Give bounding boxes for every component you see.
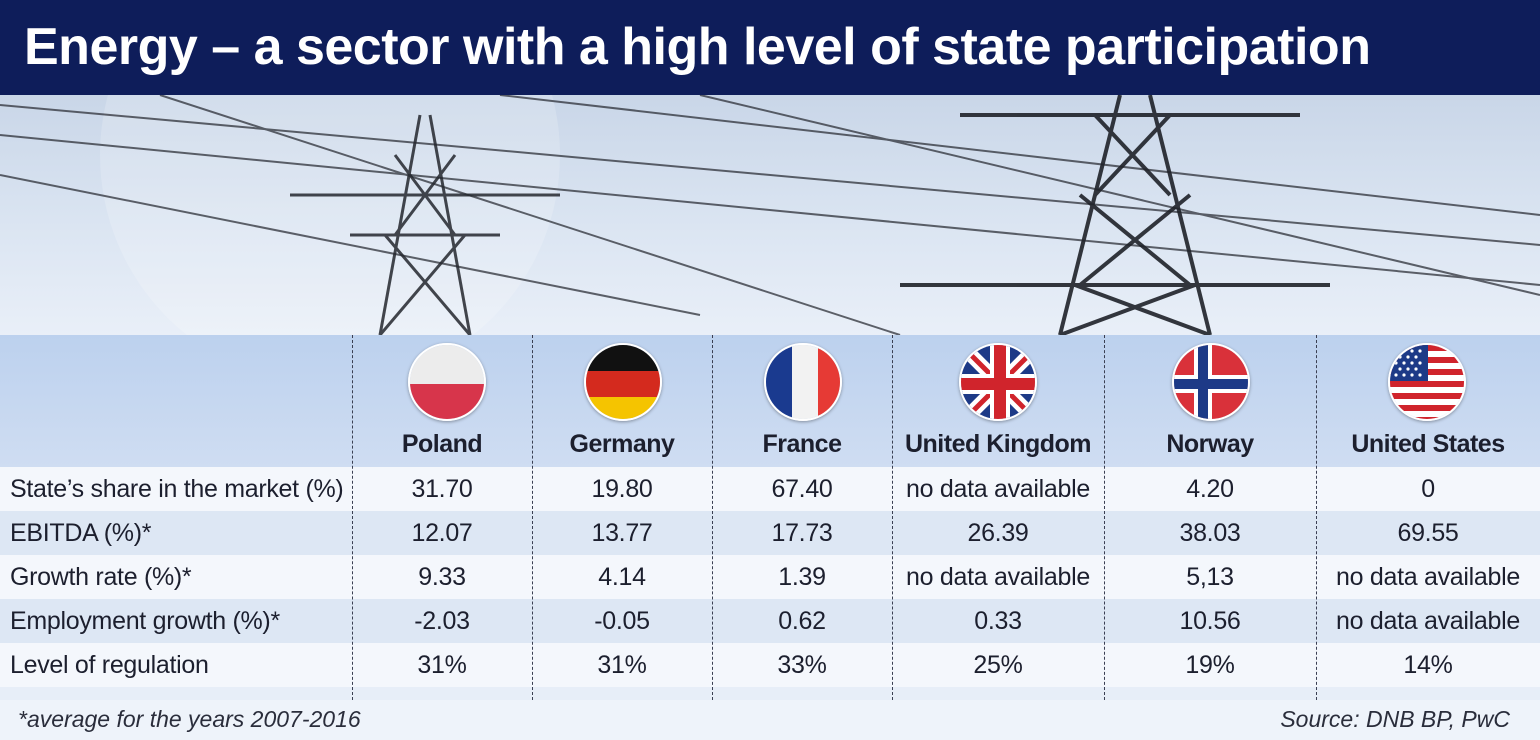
table-cell: 19.80 xyxy=(591,475,653,503)
column-divider xyxy=(532,335,533,700)
table-row: Level of regulation 31% 31% 33% 25% 19% … xyxy=(0,643,1540,687)
country-name-france: France xyxy=(762,430,842,458)
table-cell: 17.73 xyxy=(771,519,833,547)
table-row: State’s share in the market (%) 31.70 19… xyxy=(0,467,1540,511)
row-label: Employment growth (%)* xyxy=(10,607,280,635)
table-cell: -2.03 xyxy=(414,607,470,635)
column-divider xyxy=(892,335,893,700)
table-cell: no data available xyxy=(906,475,1090,503)
column-divider xyxy=(352,335,353,700)
norway-flag-icon xyxy=(1172,343,1250,421)
table-cell: 25% xyxy=(973,651,1023,679)
country-name-usa: United States xyxy=(1351,430,1505,458)
table-cell: no data available xyxy=(1336,607,1520,635)
table-cell: 0.33 xyxy=(974,607,1022,635)
table-row: EBITDA (%)* 12.07 13.77 17.73 26.39 38.0… xyxy=(0,511,1540,555)
table-row: Employment growth (%)* -2.03 -0.05 0.62 … xyxy=(0,599,1540,643)
table-cell: 12.07 xyxy=(411,519,473,547)
table-cell: 26.39 xyxy=(967,519,1029,547)
usa-flag-icon xyxy=(1388,343,1466,421)
table-cell: 14% xyxy=(1403,651,1453,679)
poland-flag-icon xyxy=(408,343,486,421)
country-name-uk: United Kingdom xyxy=(904,430,1092,458)
table-cell: 31.70 xyxy=(411,475,473,503)
table-cell: 5,13 xyxy=(1186,563,1234,591)
table-cell: no data available xyxy=(906,563,1090,591)
power-lines-photo xyxy=(0,95,1540,335)
germany-flag-icon xyxy=(584,343,662,421)
table-cell: 10.56 xyxy=(1179,607,1241,635)
table-cell: 1.39 xyxy=(778,563,826,591)
column-divider xyxy=(712,335,713,700)
footer-band xyxy=(0,700,1540,740)
country-name-norway: Norway xyxy=(1166,430,1254,458)
country-name-germany: Germany xyxy=(569,430,675,458)
table-cell: 31% xyxy=(597,651,647,679)
table-cell: 9.33 xyxy=(418,563,466,591)
uk-flag-icon xyxy=(959,343,1037,421)
country-name-poland: Poland xyxy=(401,430,483,458)
table-cell: 0.62 xyxy=(778,607,826,635)
table-cell: 13.77 xyxy=(591,519,653,547)
source-note: Source: DNB BP, PwC xyxy=(1280,706,1510,732)
table-cell: 31% xyxy=(417,651,467,679)
page-title: Energy – a sector with a high level of s… xyxy=(0,0,1540,95)
table-cell: 19% xyxy=(1185,651,1235,679)
table-cell: 67.40 xyxy=(771,475,833,503)
table-cell: 4.14 xyxy=(598,563,646,591)
row-label: EBITDA (%)* xyxy=(10,519,152,547)
table-cell: 38.03 xyxy=(1179,519,1241,547)
table-row: Growth rate (%)* 9.33 4.14 1.39 no data … xyxy=(0,555,1540,599)
row-label: Level of regulation xyxy=(10,651,209,679)
column-divider xyxy=(1316,335,1317,700)
france-flag-icon xyxy=(764,343,842,421)
row-label: Growth rate (%)* xyxy=(10,563,192,591)
column-divider xyxy=(1104,335,1105,700)
table-cell: 0 xyxy=(1421,475,1435,503)
table-cell: 69.55 xyxy=(1397,519,1459,547)
footnote: *average for the years 2007-2016 xyxy=(18,706,361,732)
table-cell: 4.20 xyxy=(1186,475,1234,503)
table-cell: 33% xyxy=(777,651,827,679)
row-label: State’s share in the market (%) xyxy=(10,475,344,503)
table-cell: no data available xyxy=(1336,563,1520,591)
table-cell: -0.05 xyxy=(594,607,650,635)
